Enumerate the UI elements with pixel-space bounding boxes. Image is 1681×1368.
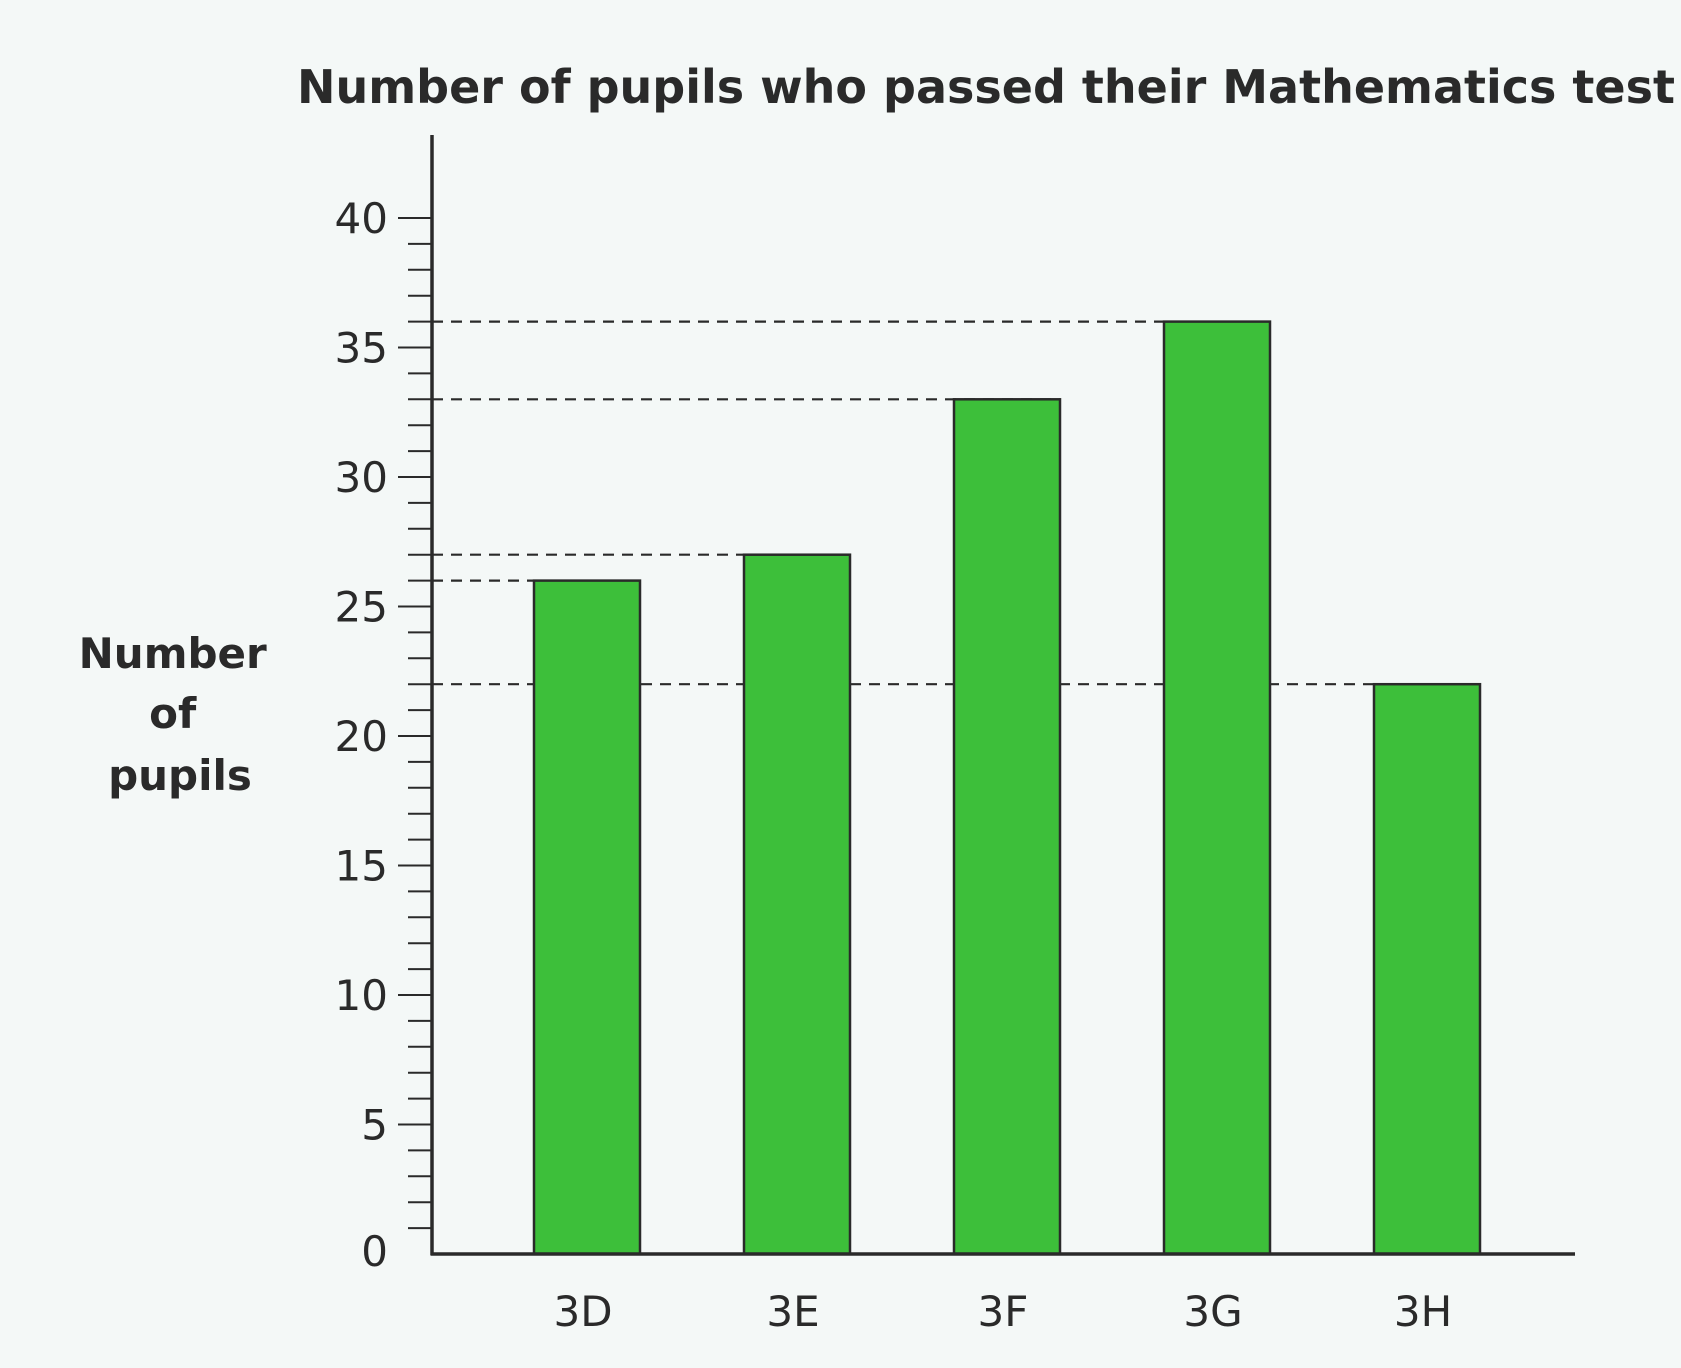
y-tick-label: 0 xyxy=(361,1227,388,1276)
chart-title: Number of pupils who passed their Mathem… xyxy=(297,60,1675,114)
y-ticks: 0 5 10 15 20 25 30 35 40 xyxy=(335,194,432,1276)
bar-3H xyxy=(1372,682,1482,1256)
bar-3E xyxy=(742,553,852,1256)
y-tick-label: 30 xyxy=(335,453,388,502)
bars xyxy=(532,320,1482,1256)
y-tick-label: 20 xyxy=(335,712,388,761)
y-tick-label: 5 xyxy=(361,1101,388,1150)
y-axis-label: Number of pupils xyxy=(79,629,282,800)
y-tick-label: 35 xyxy=(335,324,388,373)
y-axis-label-line-2: of xyxy=(149,689,197,738)
x-tick-label-3D: 3D xyxy=(553,1287,612,1336)
y-tick-label: 25 xyxy=(335,583,388,632)
y-tick-label: 15 xyxy=(335,842,388,891)
x-labels: 3D 3E 3F 3G 3H xyxy=(553,1287,1452,1336)
bar-3F xyxy=(952,398,1062,1256)
x-tick-label-3F: 3F xyxy=(978,1287,1029,1336)
y-tick-label: 10 xyxy=(335,971,388,1020)
y-axis-label-line-1: Number xyxy=(79,629,267,678)
bar-3G xyxy=(1162,320,1272,1256)
x-tick-label-3E: 3E xyxy=(766,1287,819,1336)
y-axis-label-line-3: pupils xyxy=(108,751,252,800)
y-tick-label: 40 xyxy=(335,194,388,243)
x-tick-label-3H: 3H xyxy=(1394,1287,1452,1336)
bar-3D xyxy=(532,579,642,1256)
x-tick-label-3G: 3G xyxy=(1183,1287,1242,1336)
